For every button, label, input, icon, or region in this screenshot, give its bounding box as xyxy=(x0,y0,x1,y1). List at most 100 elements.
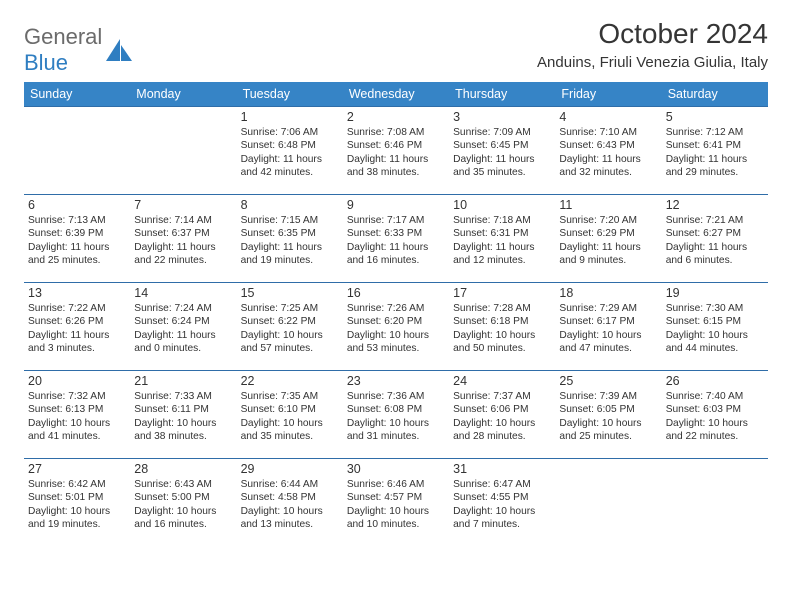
sunrise-text: Sunrise: 7:06 AM xyxy=(241,126,339,139)
daylight-text: Daylight: 11 hours and 19 minutes. xyxy=(241,241,339,268)
sunset-text: Sunset: 6:06 PM xyxy=(453,403,551,416)
calendar-cell: 12Sunrise: 7:21 AMSunset: 6:27 PMDayligh… xyxy=(662,195,768,283)
day-number: 19 xyxy=(666,286,764,300)
sunset-text: Sunset: 5:00 PM xyxy=(134,491,232,504)
day-number: 1 xyxy=(241,110,339,124)
sunrise-text: Sunrise: 7:08 AM xyxy=(347,126,445,139)
calendar-week: 20Sunrise: 7:32 AMSunset: 6:13 PMDayligh… xyxy=(24,371,768,459)
logo-word2: Blue xyxy=(24,50,68,75)
sunset-text: Sunset: 6:26 PM xyxy=(28,315,126,328)
day-details: Sunrise: 7:40 AMSunset: 6:03 PMDaylight:… xyxy=(666,390,764,444)
logo-sail-icon xyxy=(106,37,134,63)
day-number: 23 xyxy=(347,374,445,388)
sunrise-text: Sunrise: 7:36 AM xyxy=(347,390,445,403)
day-details: Sunrise: 7:10 AMSunset: 6:43 PMDaylight:… xyxy=(559,126,657,180)
sunrise-text: Sunrise: 7:33 AM xyxy=(134,390,232,403)
day-details: Sunrise: 7:22 AMSunset: 6:26 PMDaylight:… xyxy=(28,302,126,356)
day-number: 30 xyxy=(347,462,445,476)
daylight-text: Daylight: 11 hours and 9 minutes. xyxy=(559,241,657,268)
sunset-text: Sunset: 6:46 PM xyxy=(347,139,445,152)
sunset-text: Sunset: 6:11 PM xyxy=(134,403,232,416)
day-number: 2 xyxy=(347,110,445,124)
calendar-week: 1 Sunrise: 7:06 AMSunset: 6:48 PM Daylight… xyxy=(24,107,768,195)
day-header: Monday xyxy=(130,82,236,107)
day-number: 10 xyxy=(453,198,551,212)
sunrise-text: Sunrise: 6:47 AM xyxy=(453,478,551,491)
day-number: 21 xyxy=(134,374,232,388)
day-details: Sunrise: 7:29 AMSunset: 6:17 PMDaylight:… xyxy=(559,302,657,356)
day-details: Sunrise: 6:42 AMSunset: 5:01 PMDaylight:… xyxy=(28,478,126,532)
calendar-cell xyxy=(24,107,130,195)
sunset-text: Sunset: 6:33 PM xyxy=(347,227,445,240)
calendar-cell: 1Sunrise: 7:06 AMSunset: 6:48 PMDaylight… xyxy=(237,107,343,195)
sunset-text: Sunset: 6:13 PM xyxy=(28,403,126,416)
day-details: Sunrise: 7:33 AMSunset: 6:11 PMDaylight:… xyxy=(134,390,232,444)
calendar-cell: 6Sunrise: 7:13 AMSunset: 6:39 PMDaylight… xyxy=(24,195,130,283)
calendar-cell: 21 Sunrise: 7:33 AMSunset: 6:11 PMDayligh… xyxy=(130,371,236,459)
sunset-text: Sunset: 6:48 PM xyxy=(241,139,339,152)
sunrise-text: Sunrise: 7:13 AM xyxy=(28,214,126,227)
location: Anduins, Friuli Venezia Giulia, Italy xyxy=(537,54,768,71)
day-details: Sunrise: 6:43 AMSunset: 5:00 PMDaylight:… xyxy=(134,478,232,532)
day-details: Sunrise: 7:37 AMSunset: 6:06 PMDaylight:… xyxy=(453,390,551,444)
day-number: 17 xyxy=(453,286,551,300)
calendar-cell: 31 Sunrise: 6:47 AMSunset: 4:55 PMDayligh… xyxy=(449,459,555,547)
sunrise-text: Sunrise: 7:17 AM xyxy=(347,214,445,227)
daylight-text: Daylight: 10 hours and 16 minutes. xyxy=(134,505,232,532)
calendar-cell: 29Sunrise: 6:44 AMSunset: 4:58 PMDayligh… xyxy=(237,459,343,547)
daylight-text: Daylight: 10 hours and 19 minutes. xyxy=(28,505,126,532)
daylight-text: Daylight: 11 hours and 12 minutes. xyxy=(453,241,551,268)
day-details: Sunrise: 6:47 AMSunset: 4:55 PMDaylight:… xyxy=(453,478,551,532)
calendar-cell: 2Sunrise: 7:08 AMSunset: 6:46 PMDaylight… xyxy=(343,107,449,195)
day-details: Sunrise: 7:36 AMSunset: 6:08 PMDaylight:… xyxy=(347,390,445,444)
calendar-cell: 23 Sunrise: 7:36 AMSunset: 6:08 PMDayligh… xyxy=(343,371,449,459)
daylight-text: Daylight: 11 hours and 35 minutes. xyxy=(453,153,551,180)
daylight-text: Daylight: 11 hours and 25 minutes. xyxy=(28,241,126,268)
sunset-text: Sunset: 6:08 PM xyxy=(347,403,445,416)
sunset-text: Sunset: 6:41 PM xyxy=(666,139,764,152)
calendar-cell xyxy=(662,459,768,547)
day-details: Sunrise: 7:20 AMSunset: 6:29 PMDaylight:… xyxy=(559,214,657,268)
sunset-text: Sunset: 4:58 PM xyxy=(241,491,339,504)
day-number: 7 xyxy=(134,198,232,212)
day-number: 31 xyxy=(453,462,551,476)
calendar-cell xyxy=(130,107,236,195)
day-details: Sunrise: 6:46 AMSunset: 4:57 PMDaylight:… xyxy=(347,478,445,532)
day-details: Sunrise: 7:30 AMSunset: 6:15 PMDaylight:… xyxy=(666,302,764,356)
day-number: 27 xyxy=(28,462,126,476)
day-header: Tuesday xyxy=(237,82,343,107)
calendar-cell: 5Sunrise: 7:12 AMSunset: 6:41 PMDaylight… xyxy=(662,107,768,195)
sunset-text: Sunset: 6:24 PM xyxy=(134,315,232,328)
sunrise-text: Sunrise: 7:39 AM xyxy=(559,390,657,403)
day-number: 6 xyxy=(28,198,126,212)
sunset-text: Sunset: 6:05 PM xyxy=(559,403,657,416)
sunrise-text: Sunrise: 7:09 AM xyxy=(453,126,551,139)
sunset-text: Sunset: 6:20 PM xyxy=(347,315,445,328)
sunset-text: Sunset: 6:31 PM xyxy=(453,227,551,240)
day-header: Thursday xyxy=(449,82,555,107)
sunset-text: Sunset: 6:45 PM xyxy=(453,139,551,152)
daylight-text: Daylight: 11 hours and 22 minutes. xyxy=(134,241,232,268)
sunset-text: Sunset: 6:37 PM xyxy=(134,227,232,240)
sunrise-text: Sunrise: 6:46 AM xyxy=(347,478,445,491)
day-number: 22 xyxy=(241,374,339,388)
day-number: 11 xyxy=(559,198,657,212)
calendar-week: 6Sunrise: 7:13 AMSunset: 6:39 PMDaylight… xyxy=(24,195,768,283)
calendar-cell: 14Sunrise: 7:24 AMSunset: 6:24 PMDayligh… xyxy=(130,283,236,371)
day-number: 5 xyxy=(666,110,764,124)
daylight-text: Daylight: 10 hours and 31 minutes. xyxy=(347,417,445,444)
calendar-cell: 26Sunrise: 7:40 AMSunset: 6:03 PMDayligh… xyxy=(662,371,768,459)
sunset-text: Sunset: 6:27 PM xyxy=(666,227,764,240)
daylight-text: Daylight: 10 hours and 50 minutes. xyxy=(453,329,551,356)
daylight-text: Daylight: 10 hours and 22 minutes. xyxy=(666,417,764,444)
day-details: Sunrise: 7:14 AMSunset: 6:37 PMDaylight:… xyxy=(134,214,232,268)
title-block: October 2024 Anduins, Friuli Venezia Giu… xyxy=(537,18,768,71)
month-title: October 2024 xyxy=(537,18,768,50)
calendar-cell: 16Sunrise: 7:26 AMSunset: 6:20 PMDayligh… xyxy=(343,283,449,371)
day-details: Sunrise: 7:09 AMSunset: 6:45 PMDaylight:… xyxy=(453,126,551,180)
day-header: Friday xyxy=(555,82,661,107)
day-details: Sunrise: 7:15 AMSunset: 6:35 PMDaylight:… xyxy=(241,214,339,268)
day-number: 3 xyxy=(453,110,551,124)
sunrise-text: Sunrise: 7:18 AM xyxy=(453,214,551,227)
day-details: Sunrise: 7:24 AMSunset: 6:24 PMDaylight:… xyxy=(134,302,232,356)
